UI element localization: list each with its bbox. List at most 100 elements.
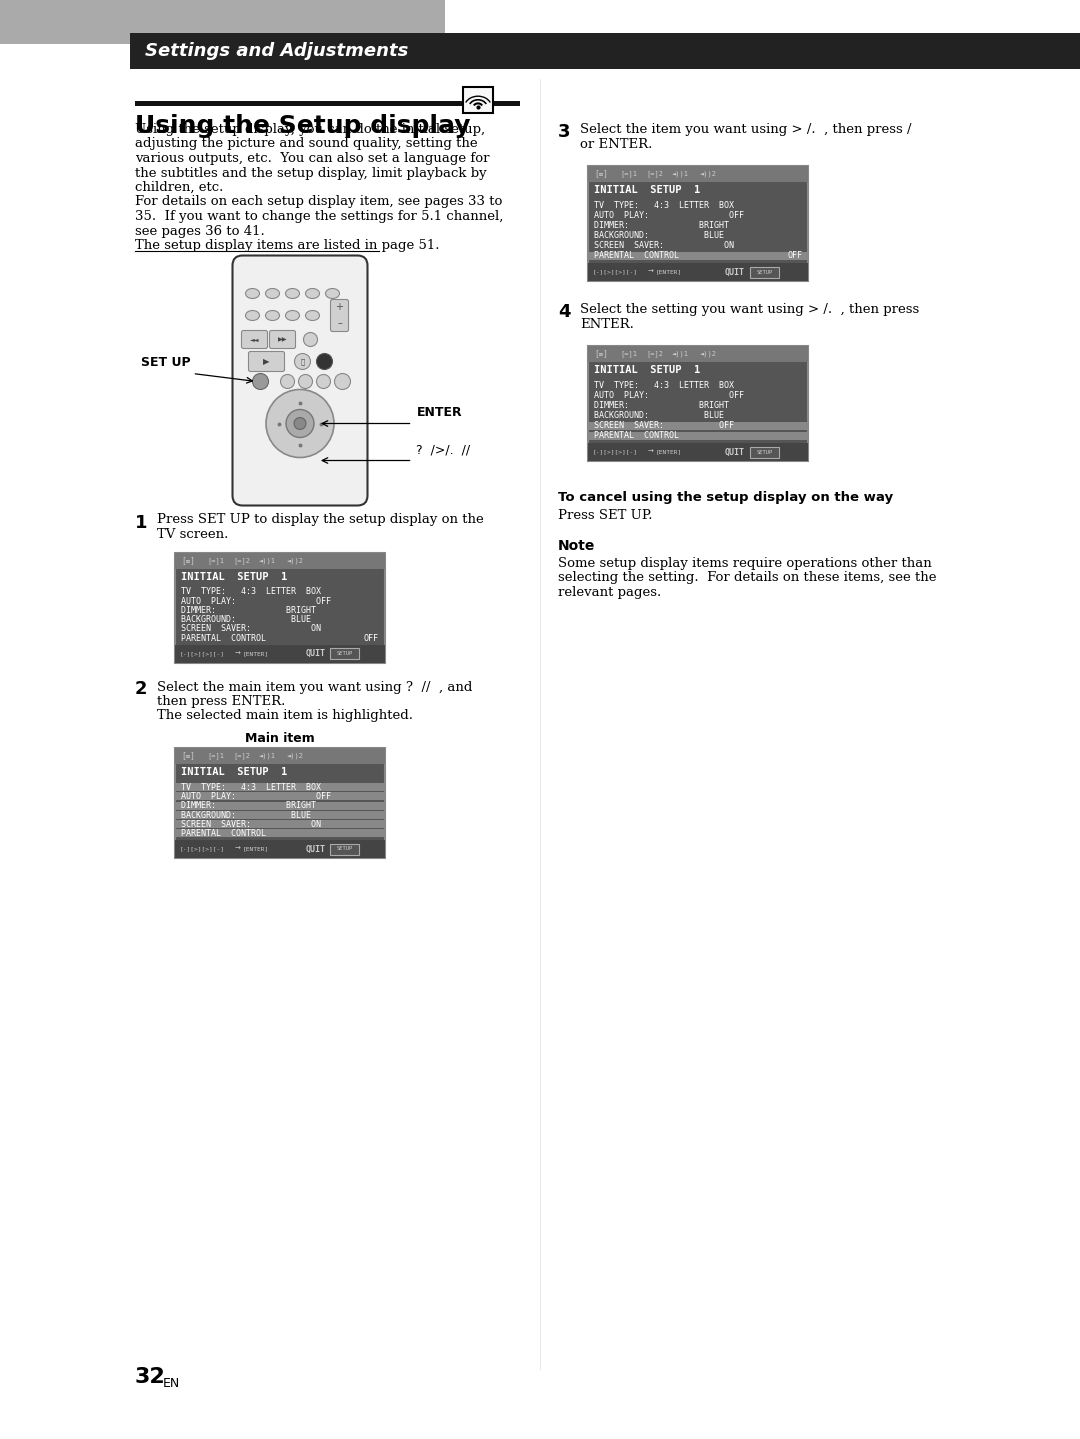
Text: AUTO  PLAY:                OFF: AUTO PLAY: OFF	[181, 597, 330, 606]
Text: ENTER: ENTER	[417, 406, 462, 420]
Bar	[176, 812, 384, 819]
Text: +: +	[336, 302, 343, 312]
Text: [ENTER]: [ENTER]	[656, 269, 683, 275]
Text: INITIAL  SETUP  1: INITIAL SETUP 1	[594, 186, 700, 196]
Bar	[588, 345, 808, 363]
Bar	[176, 820, 384, 827]
Text: QUIT: QUIT	[725, 448, 744, 456]
Text: [=]1: [=]1	[620, 351, 637, 357]
Text: TV  TYPE:   4:3  LETTER  BOX: TV TYPE: 4:3 LETTER BOX	[181, 783, 321, 791]
Circle shape	[281, 374, 295, 389]
Ellipse shape	[285, 311, 299, 321]
Text: ?  />/.  //: ? />/. //	[417, 443, 471, 456]
Text: SETUP: SETUP	[757, 449, 773, 455]
Bar	[588, 165, 808, 181]
Text: 2: 2	[135, 681, 148, 698]
Text: ◄))1: ◄))1	[259, 753, 276, 760]
Text: For details on each setup display item, see pages 33 to: For details on each setup display item, …	[135, 196, 502, 209]
Text: see pages 36 to 41.: see pages 36 to 41.	[135, 224, 265, 237]
Bar	[588, 263, 808, 281]
Circle shape	[286, 410, 314, 437]
Text: TV  TYPE:   4:3  LETTER  BOX: TV TYPE: 4:3 LETTER BOX	[594, 381, 734, 390]
Text: Select the main item you want using ?  //  , and: Select the main item you want using ? //…	[157, 681, 472, 694]
Text: AUTO  PLAY:                OFF: AUTO PLAY: OFF	[181, 791, 330, 802]
Circle shape	[294, 417, 306, 429]
Text: or ENTER.: or ENTER.	[580, 138, 652, 151]
Ellipse shape	[285, 288, 299, 298]
Text: [≡]: [≡]	[594, 350, 608, 358]
Text: BACKGROUND:           BLUE: BACKGROUND: BLUE	[594, 232, 724, 240]
Text: SCREEN  SAVER:            ON: SCREEN SAVER: ON	[594, 242, 734, 250]
Text: [ENTER]: [ENTER]	[243, 650, 269, 656]
Text: selecting the setting.  For details on these items, see the: selecting the setting. For details on th…	[558, 571, 936, 584]
Text: ◄))2: ◄))2	[287, 753, 303, 760]
Text: SCREEN  SAVER:            ON: SCREEN SAVER: ON	[181, 820, 321, 829]
Text: ◄))2: ◄))2	[700, 171, 717, 177]
Bar	[176, 802, 384, 810]
Ellipse shape	[245, 288, 259, 298]
Text: →: →	[235, 650, 241, 656]
Text: [ENTER]: [ENTER]	[656, 449, 683, 455]
Text: Using the Setup display: Using the Setup display	[135, 114, 471, 138]
Text: ⏸: ⏸	[300, 358, 305, 366]
Text: the subtitles and the setup display, limit playback by: the subtitles and the setup display, lim…	[135, 167, 487, 180]
Circle shape	[295, 354, 311, 370]
Text: DIMMER:              BRIGHT: DIMMER: BRIGHT	[181, 606, 316, 614]
Bar	[588, 345, 808, 460]
Text: BACKGROUND:           BLUE: BACKGROUND: BLUE	[594, 412, 724, 420]
Ellipse shape	[266, 288, 280, 298]
Text: [-][>][>][-]: [-][>][>][-]	[593, 449, 638, 455]
Text: PARENTAL  CONTROL: PARENTAL CONTROL	[594, 432, 679, 440]
Text: AUTO  PLAY:                OFF: AUTO PLAY: OFF	[594, 212, 744, 220]
Bar	[463, 86, 492, 114]
Text: [-][>][>][-]: [-][>][>][-]	[180, 846, 225, 852]
Text: [ENTER]: [ENTER]	[243, 846, 269, 852]
Circle shape	[266, 390, 334, 458]
Text: SETUP: SETUP	[336, 846, 352, 852]
Text: children, etc.: children, etc.	[135, 181, 224, 194]
Bar	[175, 748, 384, 764]
Text: TV screen.: TV screen.	[157, 528, 228, 541]
FancyBboxPatch shape	[248, 351, 284, 371]
Circle shape	[298, 374, 312, 389]
Bar	[175, 553, 384, 568]
Text: The setup display items are listed in page 51.: The setup display items are listed in pa…	[135, 239, 440, 252]
FancyBboxPatch shape	[751, 266, 780, 278]
Text: DIMMER:              BRIGHT: DIMMER: BRIGHT	[594, 222, 729, 230]
FancyBboxPatch shape	[329, 843, 359, 855]
Bar	[176, 793, 384, 800]
Bar	[175, 645, 384, 662]
Text: Select the setting you want using > /.  , then press: Select the setting you want using > /. ,…	[580, 304, 919, 317]
Circle shape	[316, 374, 330, 389]
Text: –: –	[337, 318, 342, 328]
Text: ◄))1: ◄))1	[672, 171, 689, 177]
Text: then press ENTER.: then press ENTER.	[157, 695, 285, 708]
Bar	[130, 33, 1080, 69]
Text: TV  TYPE:   4:3  LETTER  BOX: TV TYPE: 4:3 LETTER BOX	[594, 201, 734, 210]
Ellipse shape	[325, 288, 339, 298]
Text: PARENTAL  CONTROL: PARENTAL CONTROL	[181, 829, 266, 837]
Text: Using the setup display, you can do the initial setup,: Using the setup display, you can do the …	[135, 122, 485, 137]
Text: SCREEN  SAVER:           OFF: SCREEN SAVER: OFF	[594, 422, 734, 430]
Text: ◄))2: ◄))2	[287, 557, 303, 564]
Bar	[589, 252, 807, 260]
Bar	[175, 840, 384, 858]
Text: →: →	[648, 449, 653, 455]
Text: BACKGROUND:           BLUE: BACKGROUND: BLUE	[181, 614, 311, 625]
Text: relevant pages.: relevant pages.	[558, 586, 661, 599]
Bar	[176, 783, 384, 791]
Text: [-][>][>][-]: [-][>][>][-]	[180, 650, 225, 656]
Circle shape	[253, 374, 269, 390]
Ellipse shape	[306, 311, 320, 321]
Text: [≡]: [≡]	[181, 751, 194, 760]
FancyBboxPatch shape	[270, 331, 296, 348]
Text: SCREEN  SAVER:            ON: SCREEN SAVER: ON	[181, 625, 321, 633]
Text: AUTO  PLAY:                OFF: AUTO PLAY: OFF	[594, 391, 744, 400]
Text: [=]1: [=]1	[207, 753, 224, 760]
Bar	[0, 0, 445, 45]
Text: ◄◄: ◄◄	[249, 337, 259, 342]
Text: SET UP: SET UP	[140, 357, 190, 370]
Bar	[589, 422, 807, 430]
Text: INITIAL  SETUP  1: INITIAL SETUP 1	[594, 366, 700, 376]
Bar	[589, 432, 807, 440]
